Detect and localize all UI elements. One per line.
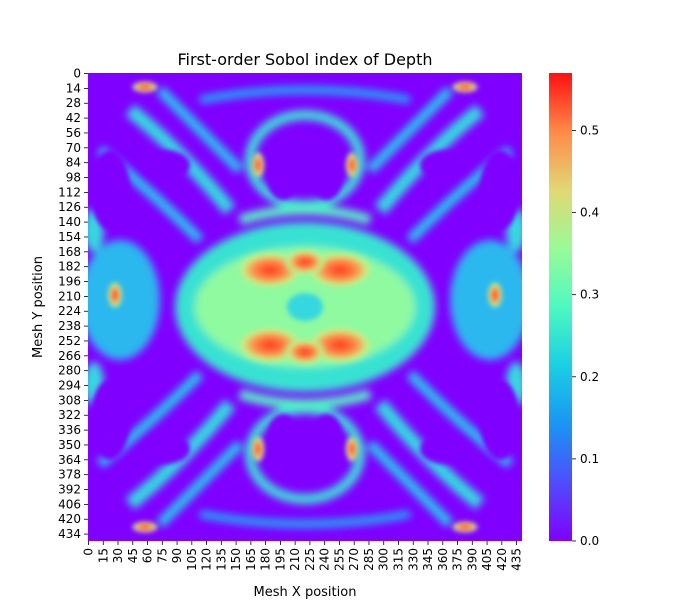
y-tick-label: 322 (58, 408, 81, 422)
colorbar-tick-label: 0.0 (580, 534, 599, 548)
x-tick-label: 405 (480, 548, 494, 571)
colorbar-tick-label: 0.3 (580, 288, 599, 302)
x-tick-label: 345 (421, 548, 435, 571)
y-tick-label: 378 (58, 468, 81, 482)
y-tick-label: 252 (58, 334, 81, 348)
x-tick-label: 390 (465, 548, 479, 571)
x-tick-label: 315 (391, 548, 405, 571)
y-tick-label: 154 (58, 230, 81, 244)
y-tick-label: 196 (58, 275, 81, 289)
y-tick-label: 434 (58, 527, 81, 541)
y-axis-label: Mesh Y position (31, 256, 46, 358)
x-tick-label: 30 (111, 548, 125, 563)
y-tick-label: 406 (58, 497, 81, 511)
y-tick-label: 420 (58, 512, 81, 526)
y-tick-label: 168 (58, 245, 81, 259)
colorbar-tick-label: 0.1 (580, 452, 599, 466)
y-tick-label: 56 (66, 126, 81, 140)
x-axis-label: Mesh X position (254, 585, 357, 600)
y-tick-label: 364 (58, 453, 81, 467)
x-tick-label: 150 (229, 548, 243, 571)
x-tick-label: 285 (362, 548, 376, 571)
x-tick-label: 60 (141, 548, 155, 563)
chart-title: First-order Sobol index of Depth (177, 50, 432, 69)
y-axis: 0142842567084981121261401541681821962102… (58, 67, 88, 541)
y-tick-label: 98 (66, 171, 81, 185)
y-tick-label: 84 (66, 156, 81, 170)
x-tick-label: 195 (273, 548, 287, 571)
colorbar-ticks: 0.0 0.1 0.2 0.3 0.4 0.5 (572, 123, 599, 548)
y-tick-label: 28 (66, 96, 81, 110)
y-tick-label: 224 (58, 304, 81, 318)
heatmap-low-regions (90, 150, 520, 464)
colorbar-tick-label: 0.2 (580, 370, 599, 384)
heatmap-cells (88, 81, 522, 533)
y-tick-label: 238 (58, 319, 81, 333)
y-tick-label: 70 (66, 141, 81, 155)
x-tick-label: 15 (96, 548, 110, 563)
y-tick-label: 210 (58, 289, 81, 303)
y-tick-label: 0 (73, 67, 81, 81)
x-tick-label: 165 (244, 548, 258, 571)
colorbar: 0.0 0.1 0.2 0.3 0.4 0.5 (549, 73, 599, 548)
x-tick-label: 90 (170, 548, 184, 563)
y-tick-label: 126 (58, 200, 81, 214)
x-tick-label: 210 (288, 548, 302, 571)
x-tick-label: 300 (377, 548, 391, 571)
x-tick-label: 75 (155, 548, 169, 563)
x-tick-label: 120 (200, 548, 214, 571)
x-tick-label: 330 (406, 548, 420, 571)
heatmap-high-regions (107, 81, 503, 533)
y-tick-label: 294 (58, 379, 81, 393)
x-tick-label: 270 (347, 548, 361, 571)
x-tick-label: 420 (495, 548, 509, 571)
y-tick-label: 336 (58, 423, 81, 437)
y-tick-label: 182 (58, 260, 81, 274)
x-axis: 0 15 30 45 60 75 90 105 120 135 150 165 180 195 210 225… (81, 541, 524, 571)
y-tick-label: 392 (58, 483, 81, 497)
colorbar-tick-label: 0.4 (580, 206, 599, 220)
y-tick-label: 266 (58, 349, 81, 363)
x-tick-label: 135 (214, 548, 228, 571)
y-tick-label: 280 (58, 364, 81, 378)
x-tick-label: 240 (318, 548, 332, 571)
y-tick-label: 140 (58, 215, 81, 229)
colorbar-gradient (549, 73, 572, 541)
x-tick-label: 435 (510, 548, 524, 571)
x-tick-label: 105 (185, 548, 199, 571)
x-tick-label: 225 (303, 548, 317, 571)
y-tick-label: 42 (66, 111, 81, 125)
heatmap-area (88, 73, 522, 541)
y-tick-label: 308 (58, 393, 81, 407)
x-tick-label: 375 (451, 548, 465, 571)
y-tick-label: 112 (58, 185, 81, 199)
y-tick-label: 14 (66, 81, 81, 95)
x-tick-label: 180 (259, 548, 273, 571)
x-tick-label: 0 (81, 548, 95, 556)
x-tick-label: 45 (126, 548, 140, 563)
x-tick-label: 360 (436, 548, 450, 571)
colorbar-tick-label: 0.5 (580, 123, 599, 137)
x-tick-label: 255 (332, 548, 346, 571)
y-tick-label: 350 (58, 438, 81, 452)
